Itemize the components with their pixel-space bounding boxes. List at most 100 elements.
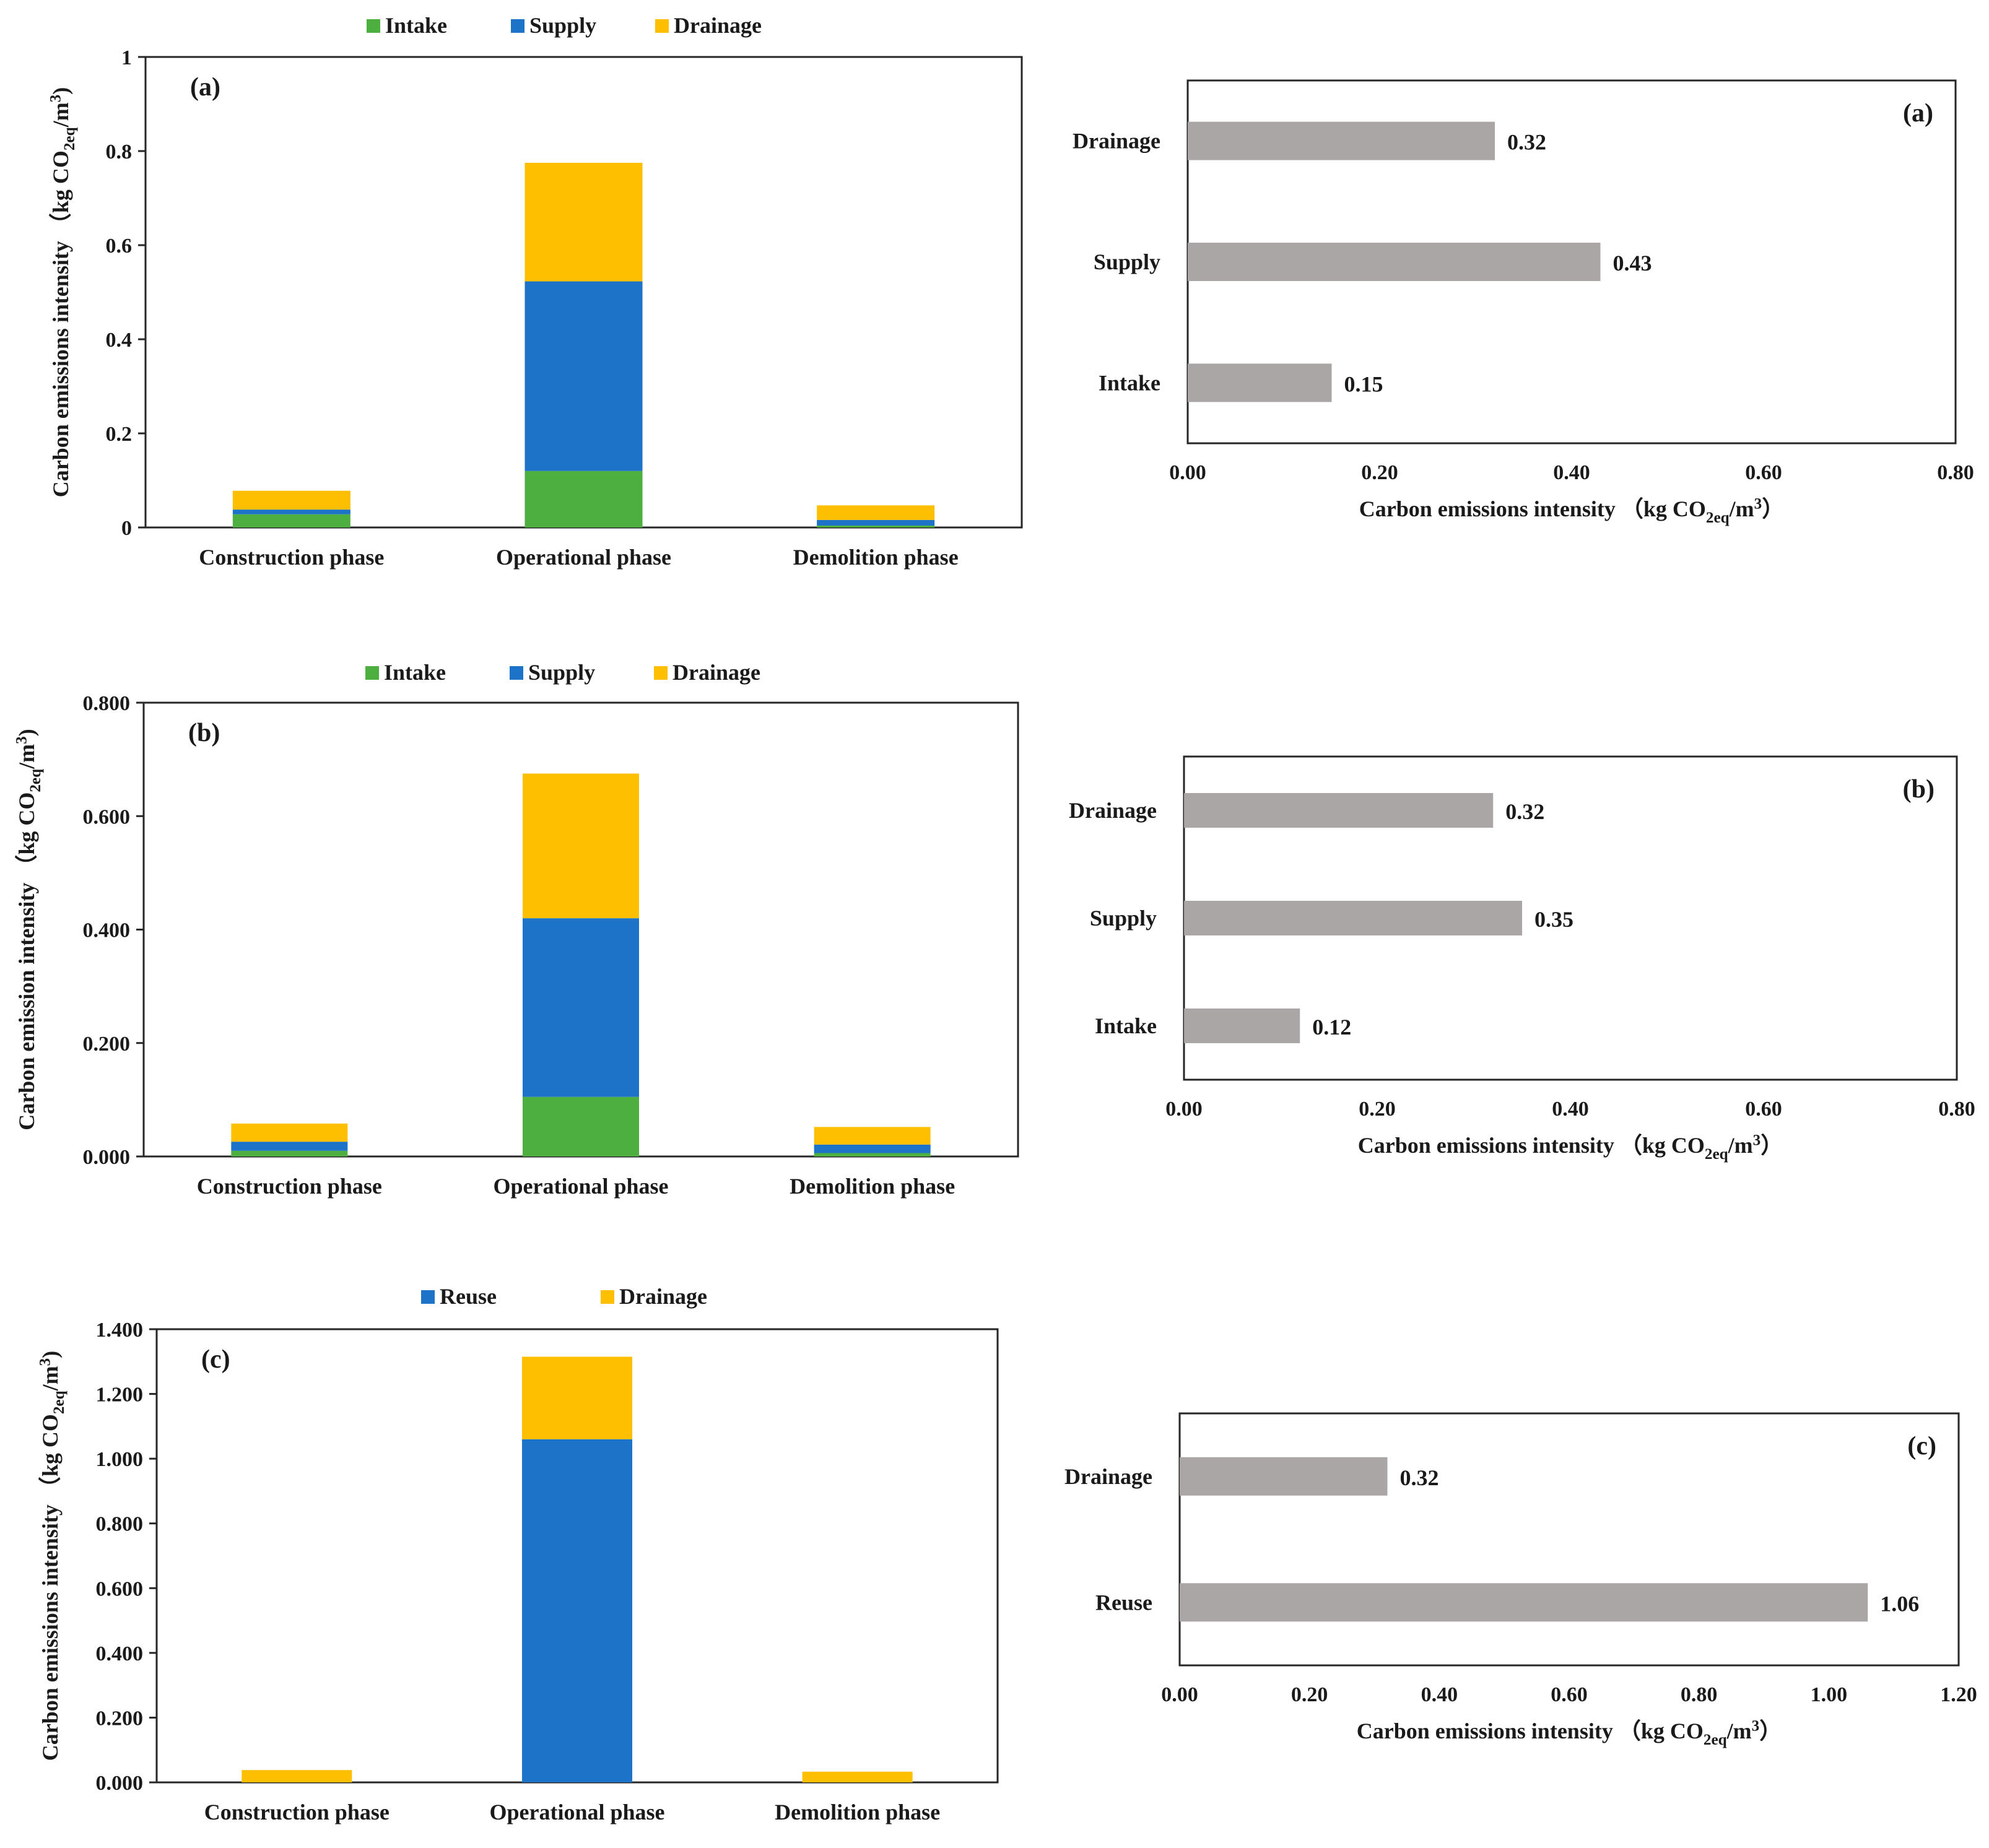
x-tick-label: Construction phase bbox=[197, 1174, 382, 1199]
data-label: 0.32 bbox=[1505, 799, 1544, 824]
data-label: 0.43 bbox=[1613, 251, 1652, 275]
y-tick-label: 0.600 bbox=[96, 1577, 144, 1600]
y-axis-title-part-2: /m bbox=[38, 1366, 63, 1391]
y-axis-title-part-2: /m bbox=[14, 744, 39, 770]
legend-label-drainage: Drainage bbox=[674, 13, 762, 38]
y-axis-title-part-3: 3 bbox=[47, 95, 64, 103]
x-tick-label: 0.20 bbox=[1359, 1098, 1396, 1121]
x-axis-title-part-1: 2eq bbox=[1706, 510, 1730, 526]
stacked-chart-0: 0 0.2 0.4 0.6 0.8 1 Construction phase Operatio… bbox=[47, 13, 1023, 570]
bar-supply-operational-phase bbox=[524, 281, 643, 471]
horizontal-chart-3: 0.00 0.20 0.40 0.60 0.80 Intake 0.12 Supply 0.35… bbox=[1069, 755, 1975, 1163]
bar-drainage-construction-phase bbox=[231, 1123, 348, 1142]
x-axis-title-part-4: ） bbox=[1759, 1719, 1782, 1743]
x-tick-label: Demolition phase bbox=[790, 1174, 955, 1199]
bar-drainage-operational-phase bbox=[523, 773, 639, 919]
x-tick-label: Construction phase bbox=[199, 545, 384, 570]
panel-label: (a) bbox=[190, 73, 220, 102]
bar-drainage bbox=[1188, 121, 1495, 160]
x-tick-label: Demolition phase bbox=[775, 1800, 940, 1824]
y-axis-title-part-4: ) bbox=[48, 87, 73, 95]
bar-drainage-operational-phase bbox=[522, 1356, 632, 1439]
data-label: 0.32 bbox=[1399, 1465, 1438, 1490]
x-tick-label: Construction phase bbox=[204, 1800, 390, 1824]
y-tick-label: 0.800 bbox=[83, 692, 131, 715]
panel-label: (c) bbox=[201, 1345, 230, 1374]
x-tick-label: 1.20 bbox=[1940, 1683, 1977, 1706]
bar-intake bbox=[1188, 363, 1332, 402]
legend-label-intake: Intake bbox=[385, 13, 447, 38]
legend-swatch-intake bbox=[365, 666, 379, 680]
x-axis-title-part-4: ） bbox=[1762, 497, 1784, 521]
y-tick-label: 0.8 bbox=[106, 141, 133, 163]
x-tick-label: 0.20 bbox=[1361, 461, 1398, 484]
bar-intake-construction-phase bbox=[232, 514, 350, 527]
y-tick-label: 0.800 bbox=[96, 1513, 144, 1536]
x-axis-title-part-2: /m bbox=[1729, 497, 1754, 521]
y-axis-title-part-4: ) bbox=[14, 729, 39, 736]
y-axis-title-part-4: ) bbox=[38, 1351, 63, 1358]
bar-supply-operational-phase bbox=[523, 918, 639, 1097]
y-tick-label: 0.600 bbox=[83, 805, 131, 828]
bar-supply bbox=[1188, 243, 1601, 281]
bar-drainage-construction-phase bbox=[242, 1770, 352, 1782]
data-label: 0.12 bbox=[1312, 1015, 1351, 1039]
y-tick-label: Intake bbox=[1099, 370, 1160, 395]
plot-frame bbox=[1178, 1412, 1960, 1667]
x-tick-label: 0.00 bbox=[1165, 1098, 1203, 1121]
legend-swatch-drainage bbox=[601, 1290, 614, 1304]
legend-swatch-drainage bbox=[654, 666, 668, 680]
x-tick-label: 0.40 bbox=[1552, 1098, 1589, 1121]
y-tick-label: Drainage bbox=[1064, 1464, 1152, 1489]
legend-label-reuse: Reuse bbox=[440, 1284, 497, 1309]
x-tick-label: 1.00 bbox=[1811, 1683, 1848, 1706]
x-tick-label: 0.80 bbox=[1681, 1683, 1718, 1706]
x-tick-label: Demolition phase bbox=[793, 545, 959, 570]
x-axis-title-part-1: 2eq bbox=[1704, 1732, 1727, 1748]
panel-label: (b) bbox=[188, 719, 220, 747]
y-tick-label: 0.2 bbox=[106, 423, 133, 446]
legend-swatch-intake bbox=[367, 19, 380, 33]
y-tick-label: 1.400 bbox=[96, 1319, 144, 1342]
legend-swatch-supply bbox=[511, 19, 524, 33]
horizontal-chart-1: 0.00 0.20 0.40 0.60 0.80 Intake 0.15 Supply 0.43… bbox=[1073, 79, 1974, 526]
stacked-chart-2: 0.000 0.200 0.400 0.600 0.800 Construction ph… bbox=[13, 660, 1019, 1199]
x-axis-title-part-4: ） bbox=[1761, 1133, 1783, 1158]
x-axis-title: Carbon emissions intensity （kg CO2eq/m3） bbox=[1357, 1717, 1782, 1748]
bar-intake-operational-phase bbox=[524, 471, 643, 527]
charts-layer: 0 0.2 0.4 0.6 0.8 1 Construction phase Operatio… bbox=[13, 13, 1977, 1824]
bar-supply-construction-phase bbox=[232, 510, 350, 514]
legend-swatch-drainage bbox=[655, 19, 669, 33]
legend-label-supply: Supply bbox=[529, 13, 596, 38]
y-axis-title-part-2: /m bbox=[48, 102, 73, 128]
bar-drainage-demolition-phase bbox=[802, 1771, 913, 1782]
y-tick-label: 0.400 bbox=[96, 1642, 144, 1665]
panel-label: (b) bbox=[1903, 775, 1935, 804]
bar-supply-construction-phase bbox=[231, 1142, 348, 1151]
data-label: 0.35 bbox=[1534, 907, 1573, 932]
x-tick-label: 0.40 bbox=[1421, 1683, 1458, 1706]
y-tick-label: Drainage bbox=[1069, 798, 1157, 823]
y-axis-title-part-0: Carbon emissions intensity （kg CO bbox=[38, 1414, 63, 1761]
y-tick-label: 0.200 bbox=[96, 1707, 144, 1730]
legend-swatch-reuse bbox=[421, 1290, 435, 1304]
y-axis-title-part-1: 2eq bbox=[61, 127, 78, 150]
stacked-chart-4: 0.000 0.200 0.400 0.600 0.800 1.000 1.200 1.400… bbox=[37, 1284, 999, 1824]
legend-label-drainage: Drainage bbox=[672, 660, 760, 685]
y-tick-label: 1.200 bbox=[96, 1384, 144, 1407]
y-tick-label: 1 bbox=[121, 46, 132, 69]
bar-intake-operational-phase bbox=[523, 1096, 639, 1156]
bar-intake bbox=[1184, 1009, 1300, 1043]
data-label: 1.06 bbox=[1880, 1591, 1919, 1616]
bar-supply-demolition-phase bbox=[814, 1144, 931, 1153]
x-axis-title-part-0: Carbon emissions intensity （kg CO bbox=[1357, 1719, 1704, 1743]
y-tick-label: Supply bbox=[1090, 906, 1157, 931]
x-tick-label: 0.20 bbox=[1291, 1683, 1328, 1706]
y-axis-title: Carbon emissions intensity （kg CO2eq/m3) bbox=[47, 87, 78, 497]
y-tick-label: 0.200 bbox=[83, 1033, 131, 1056]
bar-intake-demolition-phase bbox=[814, 1153, 931, 1156]
bar-supply bbox=[1184, 901, 1522, 935]
x-tick-label: Operational phase bbox=[496, 545, 671, 570]
x-axis-title: Carbon emissions intensity （kg CO2eq/m3） bbox=[1358, 1132, 1783, 1163]
